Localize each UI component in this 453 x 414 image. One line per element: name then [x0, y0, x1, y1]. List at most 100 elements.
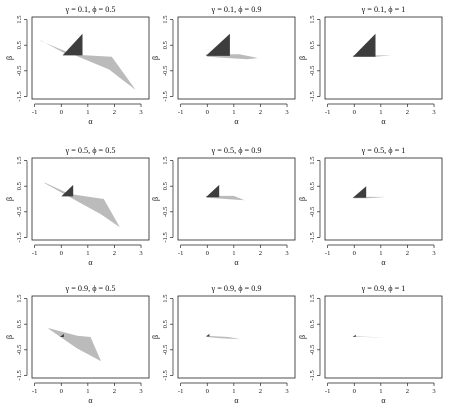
- x-tick-label: 3: [139, 109, 143, 116]
- dark-region: [352, 33, 376, 57]
- y-tick-label: -1.5: [162, 91, 169, 102]
- dark-region: [205, 333, 210, 337]
- panel-9: γ = 0.9, ϕ = 1 -1 0 1 2 3 α 1.5 0.5 -0.5 -1.5 β: [298, 284, 443, 405]
- x-tick-label: 1: [86, 388, 89, 395]
- x-tick-label: 1: [379, 109, 382, 116]
- x-tick-label: 1: [232, 250, 235, 257]
- x-tick-label: 2: [406, 109, 409, 116]
- x-tick-label: 0: [206, 388, 210, 395]
- plot-frame: [31, 157, 150, 241]
- panel-4: γ = 0.5, ϕ = 0.5 -1 0 1 2 3 α 1.5 0.5 -0.5 -1.5 β: [5, 146, 150, 267]
- x-tick-label: 1: [86, 250, 89, 257]
- y-tick-label: -0.5: [162, 65, 169, 76]
- x-tick-label: 0: [60, 388, 64, 395]
- y-tick-label: 0.5: [162, 319, 169, 328]
- y-tick-label: -1.5: [16, 91, 23, 102]
- y-tick-label: 0.5: [16, 181, 23, 190]
- y-tick-label: -0.5: [309, 344, 316, 355]
- plot-frame: [31, 16, 150, 100]
- panel-7: γ = 0.9, ϕ = 0.5 -1 0 1 2 3 α 1.5 0.5 -0.5 -1.5 β: [5, 284, 150, 405]
- y-tick-label: -1.5: [309, 91, 316, 102]
- y-axis-label: β: [298, 56, 307, 60]
- panel-5: γ = 0.5, ϕ = 0.9 -1 0 1 2 3 α 1.5 0.5 -0.5 -1.5 β: [151, 146, 296, 267]
- x-tick-label: 1: [232, 109, 235, 116]
- panel-title: γ = 0.1, ϕ = 0.9: [211, 5, 262, 14]
- x-tick-label: 1: [379, 388, 382, 395]
- x-tick-label: -1: [32, 388, 38, 395]
- y-tick-label: 1.5: [162, 294, 169, 303]
- x-axis-label: α: [234, 396, 239, 405]
- x-axis-label: α: [381, 396, 386, 405]
- x-tick-label: -1: [178, 388, 184, 395]
- y-tick-label: 0.5: [16, 319, 23, 328]
- plot-frame: [31, 295, 150, 379]
- x-tick-label: 0: [206, 250, 210, 257]
- y-axis-label: β: [151, 197, 160, 201]
- gray-region: [352, 336, 384, 338]
- x-tick-label: 0: [60, 250, 64, 257]
- gray-region: [48, 328, 102, 362]
- y-tick-label: -0.5: [16, 206, 23, 217]
- y-tick-label: -0.5: [16, 344, 23, 355]
- x-tick-label: -1: [325, 250, 331, 257]
- x-axis-label: α: [381, 117, 386, 126]
- plot-frame: [177, 16, 296, 100]
- x-tick-label: 2: [113, 388, 116, 395]
- y-tick-label: 1.5: [309, 294, 316, 303]
- x-tick-label: 3: [285, 109, 289, 116]
- y-tick-label: 1.5: [162, 15, 169, 24]
- x-tick-label: 3: [432, 250, 436, 257]
- y-tick-label: 1.5: [162, 156, 169, 165]
- y-tick-label: 0.5: [162, 40, 169, 49]
- panel-title: γ = 0.5, ϕ = 0.9: [211, 146, 262, 155]
- plot-frame: [177, 295, 296, 379]
- y-tick-label: -1.5: [309, 370, 316, 381]
- y-tick-label: -1.5: [162, 232, 169, 243]
- y-tick-label: 1.5: [309, 15, 316, 24]
- panel-title: γ = 0.9, ϕ = 1: [361, 284, 406, 293]
- plot-frame: [324, 295, 443, 379]
- panel-8: γ = 0.9, ϕ = 0.9 -1 0 1 2 3 α 1.5 0.5 -0.5 -1.5 β: [151, 284, 296, 405]
- x-axis-label: α: [88, 258, 93, 267]
- x-axis-label: α: [88, 117, 93, 126]
- x-tick-label: 2: [113, 250, 116, 257]
- x-tick-label: 3: [285, 388, 289, 395]
- x-axis-label: α: [88, 396, 93, 405]
- x-tick-label: 2: [406, 250, 409, 257]
- dark-region: [352, 186, 367, 198]
- plot-frame: [177, 157, 296, 241]
- x-tick-label: 0: [206, 109, 210, 116]
- y-axis-label: β: [5, 335, 14, 339]
- x-tick-label: -1: [32, 250, 38, 257]
- y-tick-label: -1.5: [16, 232, 23, 243]
- y-tick-label: 0.5: [162, 181, 169, 190]
- y-tick-label: -0.5: [309, 206, 316, 217]
- y-axis-label: β: [5, 56, 14, 60]
- x-tick-label: 2: [259, 388, 262, 395]
- y-tick-label: 0.5: [309, 40, 316, 49]
- y-tick-label: 1.5: [309, 156, 316, 165]
- y-tick-label: -1.5: [162, 370, 169, 381]
- plot-frame: [324, 157, 443, 241]
- dark-region: [352, 334, 356, 337]
- y-tick-label: 0.5: [16, 40, 23, 49]
- x-tick-label: -1: [325, 388, 331, 395]
- dark-region: [205, 184, 220, 198]
- x-tick-label: 0: [353, 388, 357, 395]
- panel-6: γ = 0.5, ϕ = 1 -1 0 1 2 3 α 1.5 0.5 -0.5 -1.5 β: [298, 146, 443, 267]
- x-tick-label: 3: [432, 388, 436, 395]
- x-tick-label: -1: [178, 109, 184, 116]
- y-axis-label: β: [5, 197, 14, 201]
- x-tick-label: 1: [86, 109, 89, 116]
- y-tick-label: 1.5: [16, 294, 23, 303]
- panel-title: γ = 0.5, ϕ = 1: [361, 146, 406, 155]
- panel-title: γ = 0.9, ϕ = 0.9: [211, 284, 262, 293]
- x-tick-label: 3: [139, 250, 143, 257]
- panel-title: γ = 0.5, ϕ = 0.5: [65, 146, 116, 155]
- y-axis-label: β: [298, 335, 307, 339]
- x-tick-label: 3: [285, 250, 289, 257]
- y-tick-label: -1.5: [309, 232, 316, 243]
- x-tick-label: 1: [232, 388, 235, 395]
